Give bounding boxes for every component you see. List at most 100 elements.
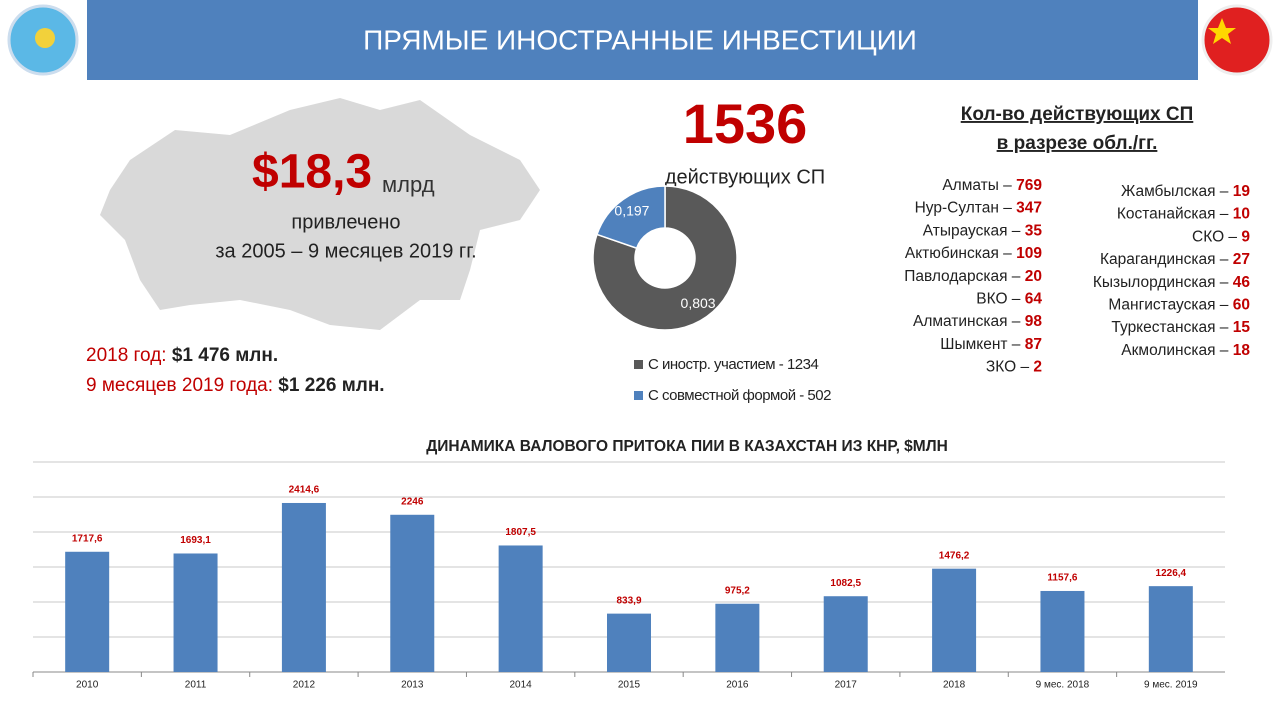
region-item: Атырауская – 35 bbox=[923, 222, 1043, 239]
region-name: ВКО – bbox=[976, 291, 1021, 308]
summary-row: 2018 год: $1 476 млн. bbox=[86, 345, 278, 366]
bar bbox=[498, 545, 543, 672]
x-tick-label: 2018 bbox=[943, 680, 966, 691]
value-label: 833,9 bbox=[616, 595, 641, 606]
summary-row: 9 месяцев 2019 года: $1 226 млн. bbox=[86, 375, 385, 396]
donut-label: 0,197 bbox=[614, 202, 649, 218]
donut-slice bbox=[592, 185, 738, 331]
region-value: 19 bbox=[1233, 183, 1251, 200]
region-item: Костанайская – 10 bbox=[1117, 206, 1250, 223]
region-item: Павлодарская – 20 bbox=[904, 268, 1042, 285]
region-value: 60 bbox=[1233, 297, 1250, 314]
region-value: 10 bbox=[1233, 206, 1250, 223]
region-name: Павлодарская – bbox=[904, 268, 1021, 285]
value-label: 975,2 bbox=[725, 585, 750, 596]
region-name: Жамбылская – bbox=[1121, 183, 1229, 200]
region-item: Алматинская – 98 bbox=[913, 313, 1042, 330]
region-name: Нур-Султан – bbox=[915, 200, 1013, 217]
value-label: 1717,6 bbox=[72, 533, 103, 544]
region-value: 64 bbox=[1025, 291, 1043, 308]
regions-subtitle: в разрезе обл./гг. bbox=[997, 133, 1158, 154]
region-value: 109 bbox=[1016, 245, 1042, 262]
region-value: 18 bbox=[1233, 342, 1251, 359]
x-tick-label: 9 мес. 2019 bbox=[1144, 680, 1198, 691]
region-item: Жамбылская – 19 bbox=[1121, 183, 1250, 200]
x-tick-label: 2012 bbox=[293, 680, 316, 691]
cn-star bbox=[1208, 18, 1236, 44]
region-name: Костанайская – bbox=[1117, 206, 1229, 223]
region-value: 9 bbox=[1241, 228, 1250, 245]
region-value: 2 bbox=[1033, 359, 1042, 376]
value-label: 1082,5 bbox=[830, 578, 861, 589]
bar bbox=[932, 568, 977, 672]
region-name: Акмолинская – bbox=[1121, 342, 1229, 359]
region-name: Мангистауская – bbox=[1108, 297, 1228, 314]
region-name: СКО – bbox=[1192, 228, 1237, 245]
x-tick-label: 2014 bbox=[510, 680, 533, 691]
region-item: ВКО – 64 bbox=[976, 291, 1042, 308]
x-tick-label: 2017 bbox=[835, 680, 858, 691]
value-label: 1157,6 bbox=[1047, 573, 1077, 584]
summary-line: за 2005 – 9 месяцев 2019 гг. bbox=[215, 240, 476, 262]
region-value: 347 bbox=[1016, 200, 1042, 217]
x-tick-label: 2015 bbox=[618, 680, 641, 691]
amount-unit: млрд bbox=[382, 172, 435, 197]
region-name: Шымкент – bbox=[940, 336, 1021, 353]
region-name: Атырауская – bbox=[923, 222, 1021, 239]
bar bbox=[1148, 586, 1193, 672]
region-item: Нур-Султан – 347 bbox=[915, 200, 1042, 217]
x-tick-label: 2016 bbox=[726, 680, 749, 691]
bar bbox=[65, 551, 110, 672]
value-label: 1226,4 bbox=[1156, 568, 1187, 579]
region-item: Туркестанская – 15 bbox=[1111, 319, 1250, 336]
cn-flag bbox=[1201, 4, 1273, 76]
region-item: ЗКО – 2 bbox=[986, 359, 1042, 376]
row-label: 2018 год: bbox=[86, 345, 167, 366]
region-value: 27 bbox=[1233, 251, 1250, 268]
chart-title: ДИНАМИКА ВАЛОВОГО ПРИТОКА ПИИ В КАЗАХСТА… bbox=[426, 438, 948, 455]
x-tick-label: 2013 bbox=[401, 680, 424, 691]
region-item: Алматы – 769 bbox=[942, 177, 1042, 194]
region-value: 769 bbox=[1016, 177, 1042, 194]
header-title: ПРЯМЫЕ ИНОСТРАННЫЕ ИНВЕСТИЦИИ bbox=[363, 24, 917, 55]
jv-caption: действующих СП bbox=[665, 166, 825, 188]
bar bbox=[607, 613, 651, 672]
value-label: 1693,1 bbox=[180, 535, 211, 546]
region-value: 87 bbox=[1025, 336, 1042, 353]
x-tick-label: 9 мес. 2018 bbox=[1036, 680, 1090, 691]
region-item: Актюбинская – 109 bbox=[905, 245, 1042, 262]
value-label: 1476,2 bbox=[939, 550, 970, 561]
bar bbox=[173, 553, 218, 672]
row-value: $1 476 млн. bbox=[172, 345, 278, 366]
map bbox=[100, 98, 540, 330]
bar bbox=[1040, 590, 1085, 672]
region-value: 35 bbox=[1025, 222, 1043, 239]
region-name: Алматинская – bbox=[913, 313, 1021, 330]
value-label: 1807,5 bbox=[505, 527, 536, 538]
region-value: 98 bbox=[1025, 313, 1043, 330]
regions-title: Кол-во действующих СП bbox=[961, 104, 1194, 125]
x-tick-label: 2011 bbox=[185, 680, 207, 691]
amount: $18,3 bbox=[252, 146, 372, 199]
bar bbox=[823, 596, 868, 672]
legend-swatch bbox=[634, 360, 643, 369]
region-name: Карагандинская – bbox=[1100, 251, 1229, 268]
x-tick-label: 2010 bbox=[76, 680, 99, 691]
region-item: Акмолинская – 18 bbox=[1121, 342, 1250, 359]
region-name: Алматы – bbox=[942, 177, 1012, 194]
region-value: 46 bbox=[1233, 274, 1251, 291]
header-bar bbox=[87, 0, 1198, 80]
bar bbox=[281, 502, 326, 672]
donut-slice bbox=[596, 185, 666, 250]
region-name: Кызылординская – bbox=[1093, 274, 1229, 291]
value-label: 2414,6 bbox=[289, 485, 320, 496]
summary-line: привлечено bbox=[291, 211, 400, 233]
region-value: 20 bbox=[1025, 268, 1042, 285]
kz-sun bbox=[35, 28, 55, 48]
legend-label: С иностр. участием - 1234 bbox=[648, 356, 818, 373]
donut-label: 0,803 bbox=[681, 295, 716, 311]
region-item: Шымкент – 87 bbox=[940, 336, 1042, 353]
region-name: Туркестанская – bbox=[1111, 319, 1228, 336]
